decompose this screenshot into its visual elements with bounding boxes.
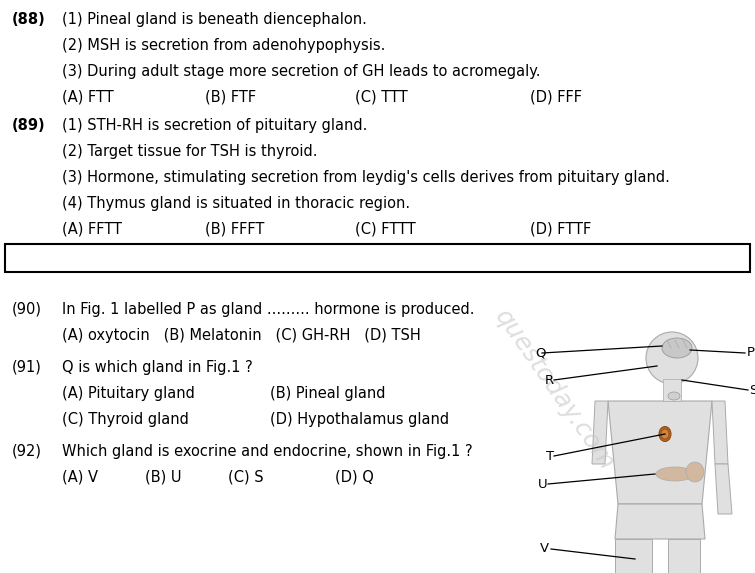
Text: (D) FTTF: (D) FTTF: [530, 222, 591, 237]
Polygon shape: [715, 464, 732, 514]
Ellipse shape: [661, 429, 669, 439]
Polygon shape: [592, 401, 608, 464]
Text: V: V: [540, 543, 549, 555]
Text: Q is which gland in Fig.1 ?: Q is which gland in Fig.1 ?: [62, 360, 253, 375]
Text: (88): (88): [12, 12, 46, 27]
Text: (4) Thymus gland is situated in thoracic region.: (4) Thymus gland is situated in thoracic…: [62, 196, 410, 211]
Text: (2) MSH is secretion from adenohypophysis.: (2) MSH is secretion from adenohypophysi…: [62, 38, 385, 53]
Text: (1) Pineal gland is beneath diencephalon.: (1) Pineal gland is beneath diencephalon…: [62, 12, 367, 27]
Bar: [5, 244, 750, 272]
Text: (D) Q: (D) Q: [335, 470, 374, 485]
Text: (89): (89): [12, 118, 45, 133]
Text: (D) Hypothalamus gland: (D) Hypothalamus gland: [270, 412, 449, 427]
Text: (C) S: (C) S: [228, 470, 263, 485]
Ellipse shape: [656, 467, 694, 481]
Text: (C) TTT: (C) TTT: [355, 90, 408, 105]
Text: (D) FFF: (D) FFF: [530, 90, 582, 105]
Text: U: U: [538, 477, 547, 490]
Bar: [663, 379, 681, 401]
Text: (A) Pituitary gland: (A) Pituitary gland: [62, 386, 195, 401]
Ellipse shape: [668, 392, 680, 400]
Text: (91): (91): [12, 360, 42, 375]
Text: (B) FTF: (B) FTF: [205, 90, 256, 105]
Text: (90): (90): [12, 302, 42, 317]
Polygon shape: [668, 539, 700, 573]
Ellipse shape: [659, 426, 671, 442]
Text: (1) STH-RH is secretion of pituitary gland.: (1) STH-RH is secretion of pituitary gla…: [62, 118, 368, 133]
Text: Which gland is exocrine and endocrine, shown in Fig.1 ?: Which gland is exocrine and endocrine, s…: [62, 444, 473, 459]
Text: (B) U: (B) U: [145, 470, 181, 485]
Text: (A) oxytocin   (B) Melatonin   (C) GH-RH   (D) TSH: (A) oxytocin (B) Melatonin (C) GH-RH (D)…: [62, 328, 421, 343]
Circle shape: [646, 332, 698, 384]
Ellipse shape: [662, 338, 692, 358]
Text: (A) FFTT: (A) FFTT: [62, 222, 122, 237]
Text: R: R: [545, 374, 554, 387]
Text: (C) Thyroid gland: (C) Thyroid gland: [62, 412, 189, 427]
Polygon shape: [712, 401, 728, 464]
Text: Answers:  (82-C), (83-A), (84-B), (85-D), (86-B), (87-D), (88-B), (89-C): Answers: (82-C), (83-A), (84-B), (85-D),…: [14, 248, 584, 263]
Polygon shape: [615, 504, 705, 539]
Polygon shape: [608, 401, 712, 504]
Text: (3) During adult stage more secretion of GH leads to acromegaly.: (3) During adult stage more secretion of…: [62, 64, 541, 79]
Text: T: T: [546, 449, 554, 462]
Text: P: P: [747, 347, 755, 359]
Polygon shape: [615, 539, 652, 573]
Text: (2) Target tissue for TSH is thyroid.: (2) Target tissue for TSH is thyroid.: [62, 144, 318, 159]
Text: (C) FTTT: (C) FTTT: [355, 222, 416, 237]
Ellipse shape: [686, 462, 704, 482]
Text: (A) V: (A) V: [62, 470, 98, 485]
Text: (3) Hormone, stimulating secretion from leydig's cells derives from pituitary gl: (3) Hormone, stimulating secretion from …: [62, 170, 670, 185]
Text: (92): (92): [12, 444, 42, 459]
Text: (B) FFFT: (B) FFFT: [205, 222, 264, 237]
Text: (A) FTT: (A) FTT: [62, 90, 114, 105]
Text: (B) Pineal gland: (B) Pineal gland: [270, 386, 386, 401]
Text: Q: Q: [535, 347, 546, 359]
Text: In Fig. 1 labelled P as gland ......... hormone is produced.: In Fig. 1 labelled P as gland ......... …: [62, 302, 474, 317]
Text: S: S: [749, 383, 755, 397]
Text: questoday.com: questoday.com: [490, 305, 619, 475]
